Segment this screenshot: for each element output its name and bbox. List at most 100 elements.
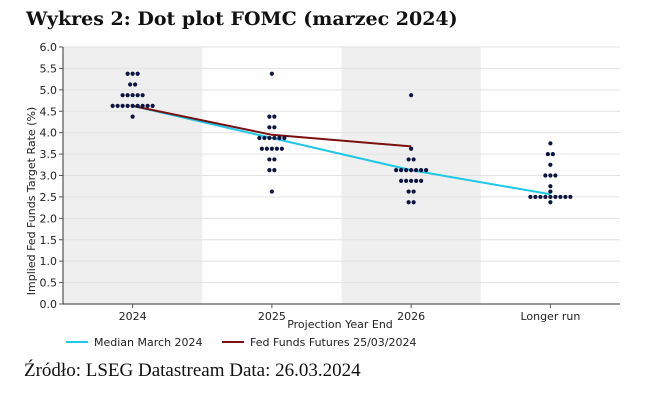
- y-tick-label: 4.5: [40, 105, 58, 118]
- x-tick-label: 2026: [397, 310, 425, 323]
- x-tick-label: Longer run: [520, 310, 580, 323]
- y-tick-label: 2.0: [40, 212, 58, 225]
- dot-marker: [110, 103, 115, 108]
- dot-marker: [528, 194, 533, 200]
- x-tick-label: 2025: [258, 310, 286, 323]
- series-line: [132, 104, 412, 148]
- dot-marker: [394, 168, 399, 173]
- dot-marker: [414, 178, 419, 183]
- legend: Median March 2024 Fed Funds Futures 25/03…: [66, 336, 417, 349]
- dot-marker: [259, 146, 264, 151]
- y-tick-label: 2.5: [40, 191, 58, 204]
- dot-marker: [419, 178, 424, 183]
- y-tick-label: 0.0: [40, 298, 58, 311]
- y-tick-label: 0.5: [40, 277, 58, 290]
- dot-marker: [543, 194, 548, 200]
- series-lines: [132, 104, 551, 196]
- dot-marker: [272, 114, 277, 119]
- dot-marker: [120, 93, 125, 98]
- dot-marker: [282, 135, 287, 141]
- dot-marker: [404, 178, 409, 183]
- dot-marker: [115, 103, 120, 108]
- dot-marker: [399, 178, 404, 183]
- dot-marker: [274, 146, 279, 151]
- y-tick-label: 5.0: [40, 84, 58, 97]
- y-tick-label: 5.5: [40, 62, 58, 75]
- dot-marker: [257, 135, 262, 141]
- x-axis-label: Projection Year End: [287, 318, 393, 331]
- dot-marker: [267, 135, 272, 141]
- dot-marker: [548, 184, 553, 189]
- dot-marker: [262, 135, 267, 141]
- dot-marker: [553, 194, 558, 200]
- y-tick-label: 4.0: [40, 127, 58, 140]
- dot-marker: [548, 173, 553, 178]
- dot-marker: [548, 189, 553, 194]
- dot-marker: [130, 93, 135, 98]
- dot-marker: [128, 82, 133, 87]
- dot-marker: [267, 168, 272, 173]
- dot-marker: [125, 93, 130, 98]
- dot-marker: [568, 194, 573, 200]
- dot-marker: [543, 173, 548, 178]
- dot-marker: [145, 103, 150, 108]
- dot-marker: [404, 168, 409, 173]
- dot-marker: [411, 189, 416, 194]
- dot-marker: [424, 168, 429, 173]
- dot-marker: [135, 103, 140, 108]
- dot-marker: [150, 103, 155, 108]
- dot-marker: [133, 82, 138, 87]
- dot-marker: [135, 93, 140, 98]
- chart-title: Wykres 2: Dot plot FOMC (marzec 2024): [26, 8, 458, 30]
- dot-marker: [264, 146, 269, 151]
- dot-marker: [125, 71, 130, 76]
- dot-marker: [272, 168, 277, 173]
- dot-marker: [553, 173, 558, 178]
- dot-marker: [399, 168, 404, 173]
- dot-marker: [130, 103, 135, 108]
- dot-marker: [120, 103, 125, 108]
- y-tick-label: 6.0: [40, 41, 58, 54]
- dot-marker: [409, 168, 414, 173]
- dot-marker: [272, 135, 277, 141]
- legend-label: Median March 2024: [94, 336, 203, 349]
- legend-label: Fed Funds Futures 25/03/2024: [250, 336, 417, 349]
- dot-marker: [267, 114, 272, 119]
- dot-marker: [548, 194, 553, 200]
- dot-marker: [272, 125, 277, 130]
- dot-marker: [269, 189, 274, 194]
- dot-marker: [409, 93, 414, 98]
- fomc-dot-plot: 0.00.51.01.52.02.53.03.54.04.55.05.56.0 …: [25, 41, 620, 349]
- dot-marker: [140, 103, 145, 108]
- dot-marker: [269, 71, 274, 76]
- dot-marker: [406, 189, 411, 194]
- y-tick-label: 3.0: [40, 170, 58, 183]
- dot-marker: [411, 157, 416, 162]
- dot-marker: [538, 194, 543, 200]
- dot-marker: [414, 168, 419, 173]
- dot-marker: [130, 71, 135, 76]
- y-axis-label: Implied Fed Funds Target Rate (%): [25, 107, 38, 295]
- dot-marker: [267, 125, 272, 130]
- dot-marker: [563, 194, 568, 200]
- dot-marker: [130, 114, 135, 119]
- y-tick-label: 1.0: [40, 255, 58, 268]
- dot-marker: [548, 141, 553, 146]
- dot-marker: [411, 200, 416, 205]
- dot-marker: [279, 146, 284, 151]
- y-axis-ticks: 0.0 0.5 1.0 1.5 2.0 2.5 3.0 3.5 4.0 4.5 5.0 5.5 6.0: [40, 41, 63, 311]
- dot-marker: [269, 146, 274, 151]
- dot-marker: [140, 93, 145, 98]
- dot-marker: [406, 200, 411, 205]
- dot-marker: [409, 178, 414, 183]
- dot-marker: [550, 151, 555, 157]
- dot-marker: [125, 103, 130, 108]
- y-tick-label: 1.5: [40, 234, 58, 247]
- y-tick-label: 3.5: [40, 148, 58, 161]
- series-line: [132, 104, 551, 196]
- dot-marker: [548, 162, 553, 167]
- dot-marker: [558, 194, 563, 200]
- dot-marker: [545, 151, 550, 157]
- x-axis-ticks: 2024 2025 2026 Longer run: [119, 304, 580, 323]
- dot-marker: [533, 194, 538, 200]
